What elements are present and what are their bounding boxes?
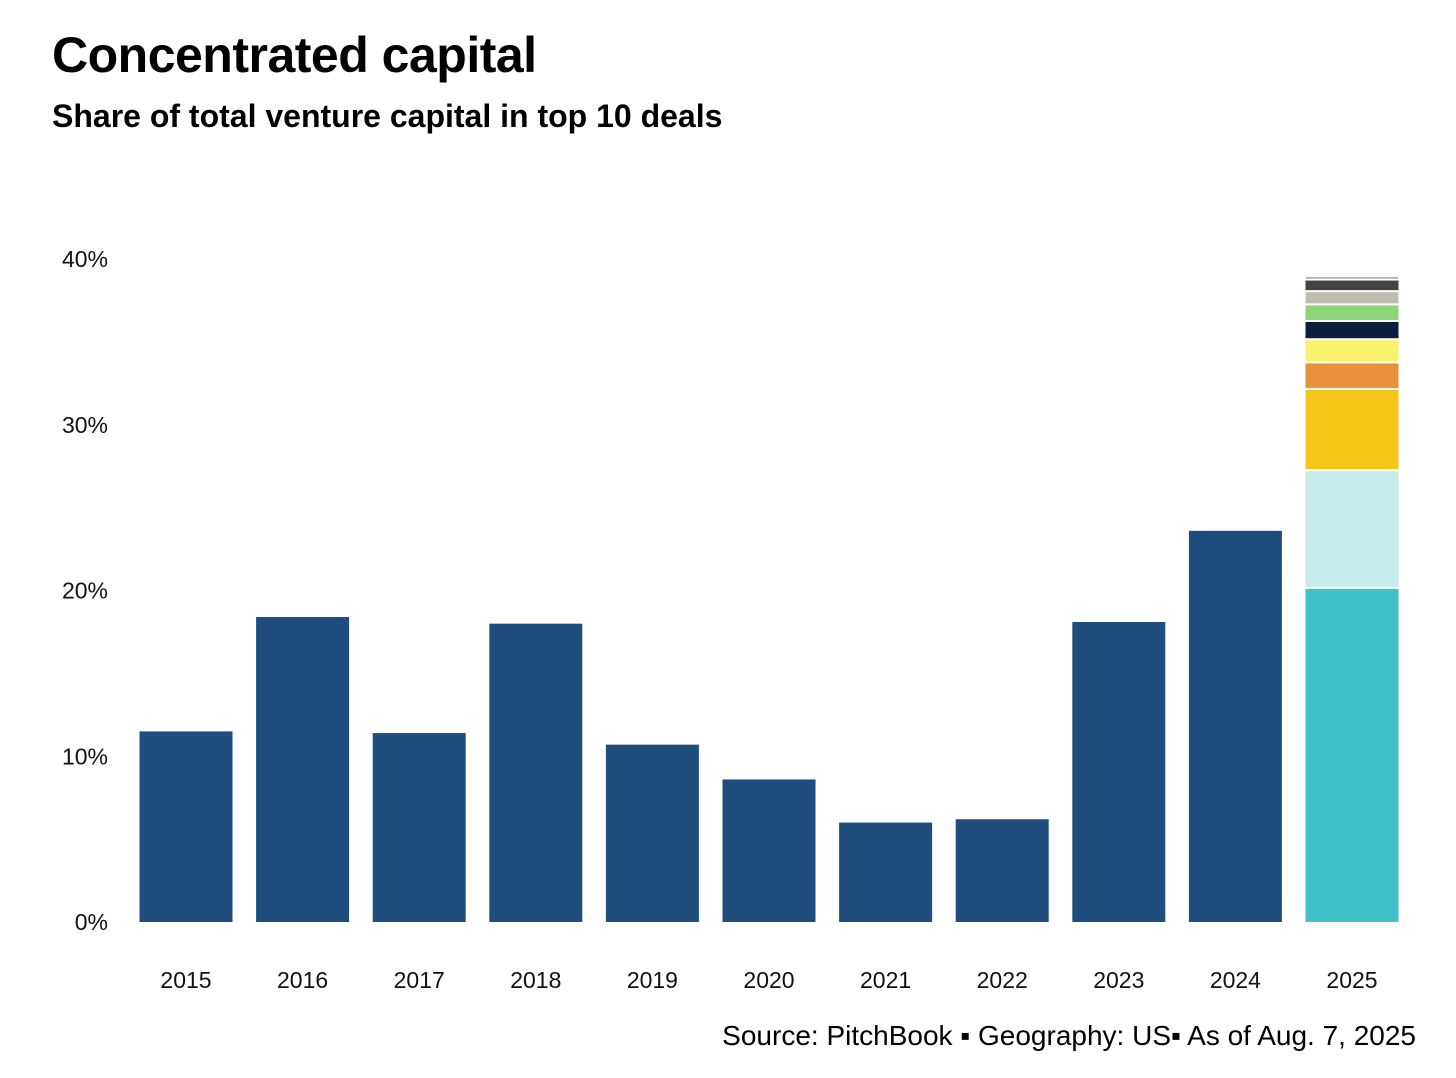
y-tick-label: 0%	[75, 909, 108, 935]
bar-segment	[1305, 305, 1399, 320]
bar-segment	[1305, 340, 1399, 362]
x-tick-label: 2023	[1093, 967, 1144, 993]
bar-segment	[1305, 292, 1399, 304]
bar-segment	[1305, 588, 1399, 922]
y-tick-label: 20%	[62, 578, 108, 604]
bar	[839, 822, 933, 922]
x-tick-label: 2016	[277, 967, 328, 993]
x-tick-label: 2015	[160, 967, 211, 993]
bar-segment	[1305, 280, 1399, 291]
source-note: Source: PitchBook ▪ Geography: US▪ As of…	[722, 1020, 1416, 1051]
chart-title: Concentrated capital	[52, 27, 537, 83]
bar	[605, 744, 699, 922]
bar-segment	[1305, 363, 1399, 388]
bar	[955, 819, 1049, 922]
bar-segment	[1305, 321, 1399, 339]
bar-segment	[1305, 389, 1399, 470]
chart-subtitle: Share of total venture capital in top 10…	[52, 98, 723, 134]
x-tick-label: 2017	[394, 967, 445, 993]
y-tick-label: 30%	[62, 412, 108, 438]
bar	[372, 733, 466, 922]
x-tick-label: 2024	[1210, 967, 1261, 993]
bar	[139, 731, 233, 922]
x-tick-label: 2018	[510, 967, 561, 993]
x-tick-label: 2022	[977, 967, 1028, 993]
bar-segment	[1305, 277, 1399, 279]
bar	[256, 617, 350, 922]
bar	[722, 779, 816, 922]
x-tick-label: 2025	[1326, 967, 1377, 993]
bar-segment	[1305, 471, 1399, 587]
bar	[489, 623, 583, 922]
x-tick-label: 2020	[743, 967, 794, 993]
bar	[1188, 530, 1282, 922]
y-tick-label: 40%	[62, 246, 108, 272]
x-tick-label: 2019	[627, 967, 678, 993]
bar	[1072, 621, 1166, 922]
y-tick-label: 10%	[62, 743, 108, 769]
x-tick-label: 2021	[860, 967, 911, 993]
